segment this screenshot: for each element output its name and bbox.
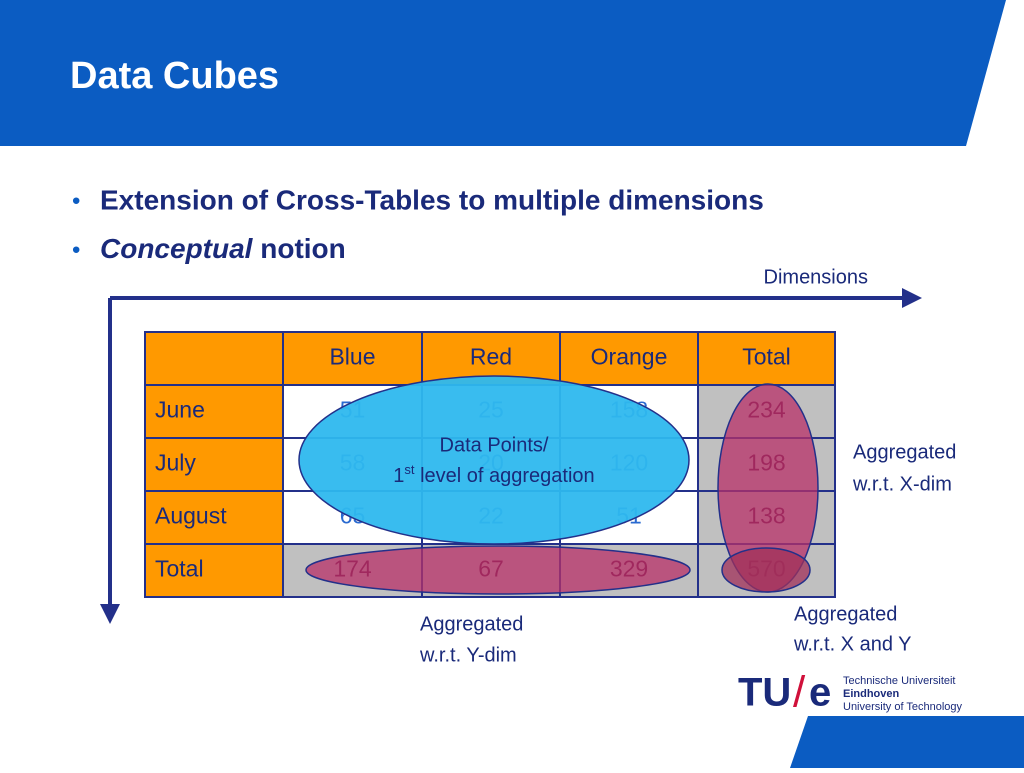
row-label: Total — [155, 556, 204, 582]
logo-slash: / — [793, 668, 806, 717]
bullet-dot: • — [72, 236, 80, 263]
row-header-cell — [144, 543, 284, 598]
data-points-label: Data Points/ — [440, 434, 549, 456]
column-header: Total — [742, 344, 791, 370]
header-cell — [282, 331, 423, 386]
annotation: Aggregated — [420, 613, 523, 635]
row-label: July — [155, 450, 196, 476]
bullet-emphasis: Conceptual — [100, 233, 254, 264]
slide-title: Data Cubes — [70, 55, 279, 97]
annotation: w.r.t. Y-dim — [419, 644, 517, 666]
y-agg-ellipse — [305, 545, 691, 595]
header-cell — [697, 331, 836, 386]
column-header: Blue — [329, 344, 375, 370]
annotation: Aggregated — [853, 441, 956, 463]
bullet-text: notion — [252, 233, 345, 264]
column-header: Red — [470, 344, 512, 370]
row-header-cell — [144, 490, 284, 545]
ordinal-suffix: st — [404, 462, 415, 477]
data-points-line: level of aggregation — [415, 465, 595, 487]
annotation: w.r.t. X-dim — [852, 473, 952, 495]
bullet: Extension of Cross-Tables to multiple di… — [100, 184, 764, 215]
row-label: June — [155, 397, 205, 423]
annotation: w.r.t. X and Y — [793, 633, 911, 655]
row-label: August — [155, 503, 227, 529]
footer-band — [790, 716, 1024, 768]
logo-text: Technische Universiteit — [843, 675, 956, 687]
xy-agg-ellipse — [721, 547, 811, 593]
column-header: Orange — [591, 344, 668, 370]
row-header-cell — [144, 437, 284, 492]
ordinal: 1 — [393, 465, 404, 487]
bullet: Conceptual notion — [100, 233, 346, 264]
bullet-dot: • — [72, 187, 80, 214]
data-points-label: 1st level of aggregation — [393, 462, 594, 487]
dimensions-label: Dimensions — [764, 266, 868, 288]
data-points-ellipse — [298, 375, 690, 545]
annotation: Aggregated — [794, 603, 897, 625]
logo-e: e — [809, 671, 831, 715]
header-band — [0, 0, 1006, 146]
logo-text: University of Technology — [843, 701, 963, 713]
header-cell — [144, 331, 284, 386]
logo-tu: TU — [738, 671, 791, 715]
logo-text: Eindhoven — [843, 688, 900, 700]
